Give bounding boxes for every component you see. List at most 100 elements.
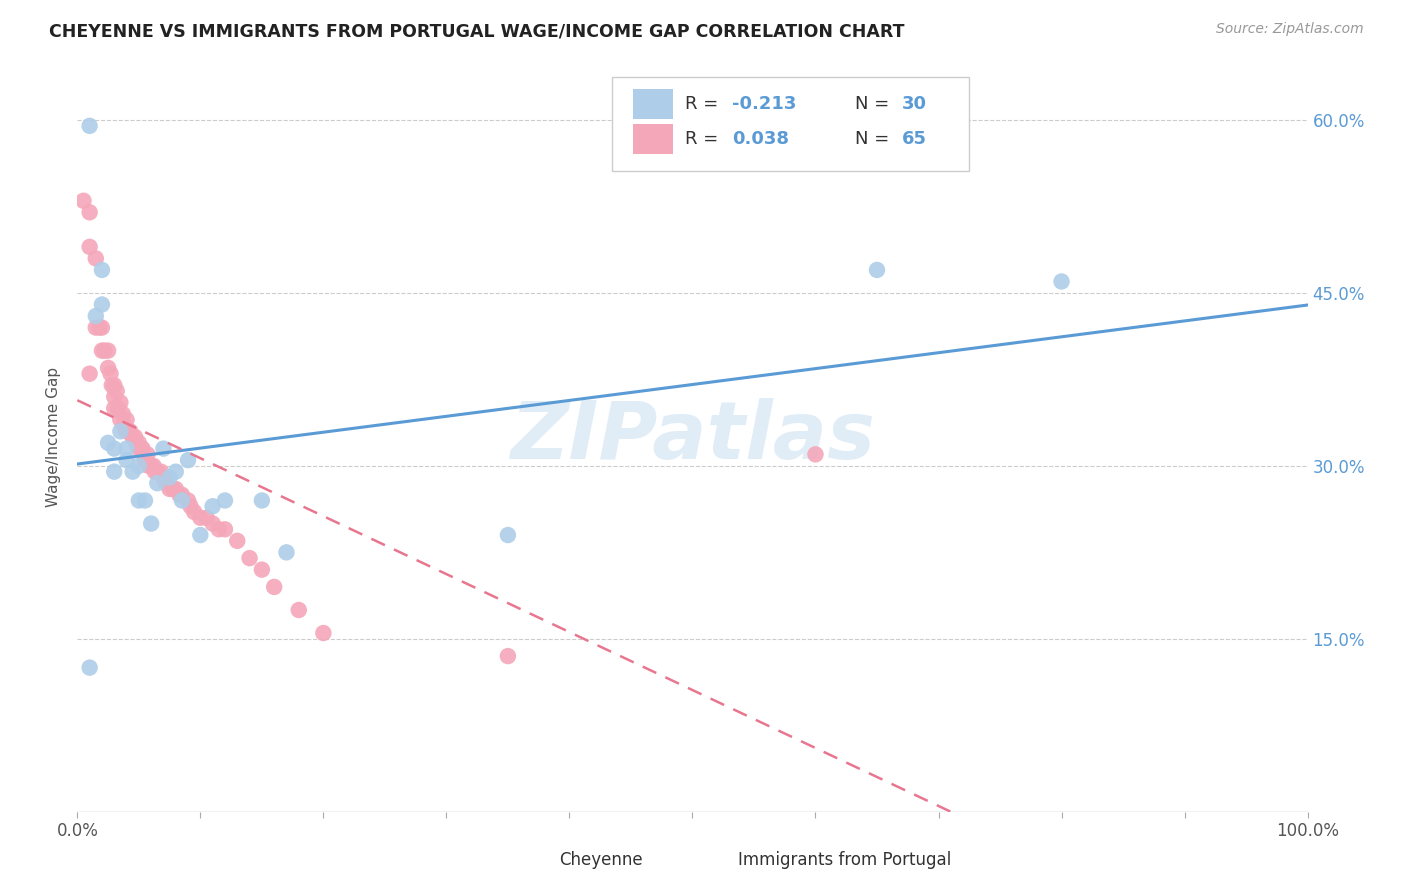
Point bbox=[250, 563, 273, 577]
Point bbox=[110, 395, 132, 409]
Point bbox=[143, 465, 166, 479]
Point bbox=[111, 407, 134, 421]
Point bbox=[79, 119, 101, 133]
Point bbox=[152, 442, 174, 456]
Point bbox=[142, 458, 165, 473]
Point bbox=[129, 442, 153, 456]
Text: N =: N = bbox=[855, 95, 894, 112]
Point bbox=[201, 500, 224, 514]
FancyBboxPatch shape bbox=[520, 847, 551, 874]
Point bbox=[128, 493, 150, 508]
Text: Immigrants from Portugal: Immigrants from Portugal bbox=[738, 852, 952, 870]
Point bbox=[226, 533, 249, 548]
Point bbox=[90, 297, 114, 311]
Point bbox=[183, 505, 205, 519]
Point bbox=[177, 453, 200, 467]
Point bbox=[103, 465, 125, 479]
Point bbox=[1050, 275, 1073, 289]
Point bbox=[107, 401, 129, 416]
Point bbox=[155, 476, 177, 491]
Point bbox=[146, 465, 169, 479]
Point bbox=[79, 205, 101, 219]
Point bbox=[138, 458, 160, 473]
Point bbox=[146, 476, 169, 491]
Point bbox=[115, 413, 138, 427]
Point bbox=[103, 390, 125, 404]
Point bbox=[120, 425, 142, 439]
Point bbox=[128, 458, 150, 473]
Text: R =: R = bbox=[685, 95, 724, 112]
Point bbox=[188, 528, 212, 542]
Point bbox=[159, 482, 181, 496]
Point bbox=[214, 522, 236, 536]
Point bbox=[103, 442, 125, 456]
Point bbox=[312, 626, 335, 640]
Point bbox=[195, 510, 218, 524]
Point bbox=[90, 343, 114, 358]
Text: -0.213: -0.213 bbox=[733, 95, 796, 112]
Point bbox=[103, 378, 125, 392]
Text: 0.038: 0.038 bbox=[733, 130, 789, 148]
Text: R =: R = bbox=[685, 130, 724, 148]
Point bbox=[100, 367, 122, 381]
Point bbox=[79, 660, 101, 674]
Point bbox=[97, 435, 120, 450]
Point bbox=[103, 401, 125, 416]
Point bbox=[201, 516, 224, 531]
Text: 30: 30 bbox=[901, 95, 927, 112]
Point bbox=[97, 343, 120, 358]
Text: Cheyenne: Cheyenne bbox=[560, 852, 643, 870]
FancyBboxPatch shape bbox=[699, 847, 730, 874]
Point bbox=[93, 343, 115, 358]
Point bbox=[90, 320, 114, 334]
Point bbox=[105, 384, 128, 398]
Point bbox=[239, 551, 262, 566]
Point bbox=[115, 442, 138, 456]
Text: N =: N = bbox=[855, 130, 894, 148]
Point bbox=[263, 580, 285, 594]
Point bbox=[152, 470, 174, 484]
Point bbox=[162, 482, 184, 496]
Point bbox=[72, 194, 94, 208]
Point bbox=[214, 493, 236, 508]
Point bbox=[169, 488, 191, 502]
Point bbox=[150, 465, 173, 479]
Point bbox=[84, 309, 107, 323]
Point bbox=[188, 510, 212, 524]
Point bbox=[89, 320, 111, 334]
Point bbox=[121, 430, 143, 444]
Point bbox=[115, 425, 138, 439]
Point bbox=[110, 425, 132, 439]
Point bbox=[177, 493, 200, 508]
Point bbox=[804, 447, 827, 461]
Point bbox=[866, 263, 889, 277]
Text: 65: 65 bbox=[901, 130, 927, 148]
Point bbox=[84, 252, 107, 266]
Text: CHEYENNE VS IMMIGRANTS FROM PORTUGAL WAGE/INCOME GAP CORRELATION CHART: CHEYENNE VS IMMIGRANTS FROM PORTUGAL WAG… bbox=[49, 22, 904, 40]
Point bbox=[79, 240, 101, 254]
Point bbox=[288, 603, 311, 617]
Point bbox=[90, 263, 114, 277]
Point bbox=[128, 435, 150, 450]
Point bbox=[496, 649, 519, 664]
Point bbox=[124, 430, 146, 444]
Y-axis label: Wage/Income Gap: Wage/Income Gap bbox=[46, 367, 62, 508]
Point bbox=[134, 453, 156, 467]
Point bbox=[496, 528, 519, 542]
FancyBboxPatch shape bbox=[613, 78, 969, 171]
Point bbox=[97, 360, 120, 375]
Point bbox=[141, 458, 163, 473]
Point bbox=[134, 493, 156, 508]
Point bbox=[141, 516, 163, 531]
Point bbox=[159, 470, 181, 484]
Point bbox=[180, 500, 202, 514]
Point bbox=[84, 320, 107, 334]
FancyBboxPatch shape bbox=[634, 88, 673, 119]
Text: Source: ZipAtlas.com: Source: ZipAtlas.com bbox=[1216, 22, 1364, 37]
Point bbox=[136, 447, 159, 461]
Point bbox=[118, 425, 141, 439]
Point bbox=[208, 522, 231, 536]
Point bbox=[125, 435, 148, 450]
Point bbox=[112, 418, 135, 433]
Text: ZIPatlas: ZIPatlas bbox=[510, 398, 875, 476]
